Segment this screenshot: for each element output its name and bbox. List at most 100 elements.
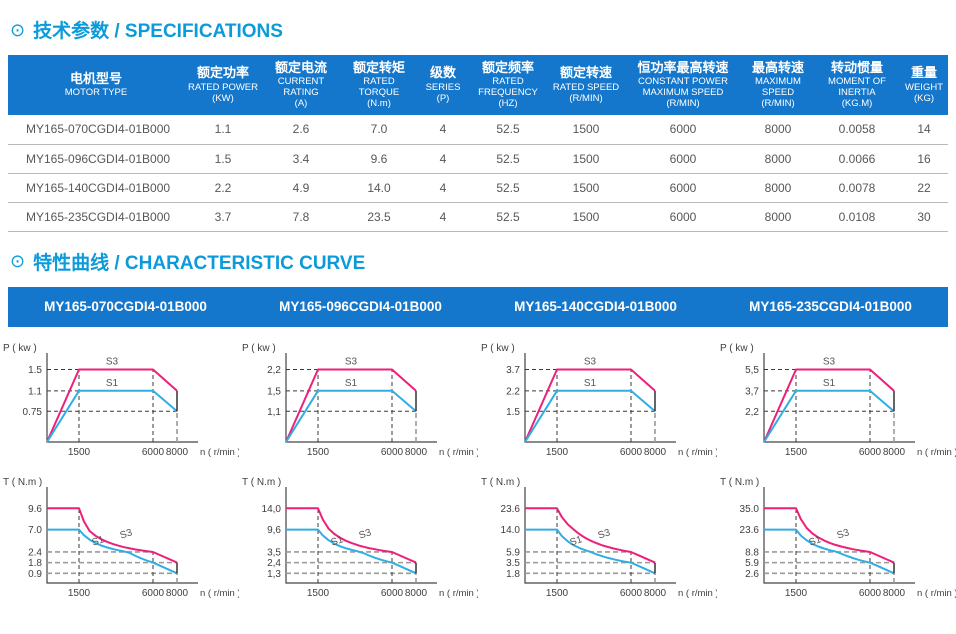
value-cell: 1.5 [184, 144, 262, 174]
svg-text:n ( r/min ): n ( r/min ) [917, 588, 956, 599]
value-cell: 4 [418, 115, 468, 145]
value-cell: 8000 [742, 144, 814, 174]
svg-text:S1: S1 [345, 377, 358, 388]
svg-text:8000: 8000 [883, 447, 906, 458]
motor-type-cell: MY165-070CGDI4-01B000 [8, 115, 184, 145]
motor-type-cell: MY165-140CGDI4-01B000 [8, 173, 184, 203]
value-cell: 4.9 [262, 173, 340, 203]
svg-text:n ( r/min ): n ( r/min ) [917, 447, 956, 458]
specifications-table: 电机型号 MOTOR TYPE 额定功率 RATED POWER (KW) 额定电流 CUR… [8, 55, 948, 232]
value-cell: 30 [900, 202, 948, 232]
svg-text:5.9: 5.9 [745, 558, 759, 569]
value-cell: 16 [900, 144, 948, 174]
svg-text:1500: 1500 [785, 588, 808, 599]
svg-text:3,7: 3,7 [745, 386, 759, 397]
svg-text:n ( r/min ): n ( r/min ) [200, 447, 239, 458]
svg-text:1.5: 1.5 [506, 406, 520, 417]
svg-text:8000: 8000 [644, 447, 667, 458]
svg-text:2,4: 2,4 [267, 558, 281, 569]
svg-text:n ( r/min ): n ( r/min ) [678, 447, 717, 458]
svg-text:1500: 1500 [546, 447, 569, 458]
power-curve-chart-MY165-096CGDI4-01B000: 2,2 1,5 1,1 1500 6000 8000 n ( r/min ) P ( kw )… [239, 339, 478, 461]
power-curve-chart-MY165-070CGDI4-01B000: 1.5 1.1 0.75 1500 6000 8000 n ( r/min ) P ( kw … [0, 339, 239, 461]
specifications-title-text: 技术参数 / SPECIFICATIONS [33, 21, 283, 42]
value-cell: 0.0078 [814, 173, 900, 203]
column-header: 最高转速 MAXIMUM SPEED (R/MIN) [742, 55, 814, 116]
value-cell: 6000 [624, 173, 742, 203]
svg-text:1.8: 1.8 [28, 558, 42, 569]
svg-text:n ( r/min ): n ( r/min ) [439, 588, 478, 599]
torque-curve-chart-MY165-096CGDI4-01B000: 14,0 9,6 3,5 2,4 1,3 1500 6000 8000 n ( r/min ) T… [239, 473, 478, 609]
svg-text:S3: S3 [345, 356, 358, 367]
svg-text:S1: S1 [106, 377, 119, 388]
value-cell: 1500 [548, 115, 624, 145]
svg-text:1500: 1500 [307, 447, 330, 458]
power-curve-chart-MY165-235CGDI4-01B000: 5,5 3,7 2,2 1500 6000 8000 n ( r/min ) P ( kw )… [717, 339, 956, 461]
svg-text:14.0: 14.0 [501, 525, 521, 536]
svg-text:S3: S3 [584, 356, 597, 367]
svg-text:P ( kw ): P ( kw ) [3, 343, 37, 354]
model-bar-item: MY165-140CGDI4-01B000 [514, 299, 677, 315]
svg-text:S3: S3 [358, 527, 373, 541]
svg-text:6000: 6000 [381, 447, 404, 458]
svg-text:3.5: 3.5 [506, 558, 520, 569]
svg-text:S1: S1 [569, 534, 584, 548]
value-cell: 3.7 [184, 202, 262, 232]
svg-text:T ( N.m ): T ( N.m ) [242, 477, 281, 488]
value-cell: 6000 [624, 202, 742, 232]
svg-text:8000: 8000 [405, 588, 428, 599]
svg-text:S3: S3 [836, 527, 851, 541]
svg-text:P ( kw ): P ( kw ) [481, 343, 515, 354]
svg-text:1,5: 1,5 [267, 386, 281, 397]
column-header: 级数 SERIES (P) [418, 55, 468, 116]
specifications-section-title: ⊙ 技术参数 / SPECIFICATIONS [10, 16, 956, 43]
svg-text:S3: S3 [823, 356, 836, 367]
svg-text:0.75: 0.75 [23, 406, 43, 417]
value-cell: 6000 [624, 115, 742, 145]
value-cell: 22 [900, 173, 948, 203]
svg-text:8000: 8000 [166, 447, 189, 458]
svg-text:S1: S1 [330, 534, 345, 548]
column-header: 额定转速 RATED SPEED (R/MIN) [548, 55, 624, 116]
value-cell: 1500 [548, 144, 624, 174]
value-cell: 4 [418, 173, 468, 203]
column-header: 重量 WEIGHT (KG) [900, 55, 948, 116]
table-row: MY165-070CGDI4-01B000 1.1 2.6 7.0 4 52.5 1500 6… [8, 115, 948, 145]
table-row: MY165-140CGDI4-01B000 2.2 4.9 14.0 4 52.5 1500… [8, 173, 948, 203]
value-cell: 14 [900, 115, 948, 145]
svg-text:8.8: 8.8 [745, 547, 759, 558]
svg-text:7.0: 7.0 [28, 525, 42, 536]
svg-text:8000: 8000 [644, 588, 667, 599]
svg-text:35.0: 35.0 [740, 503, 760, 514]
svg-text:9,6: 9,6 [267, 525, 281, 536]
svg-text:1500: 1500 [68, 588, 91, 599]
svg-text:2,2: 2,2 [745, 406, 759, 417]
svg-text:1500: 1500 [785, 447, 808, 458]
column-header: 恒功率最高转速 CONSTANT POWER MAXIMUM SPEED (R/MI… [624, 55, 742, 116]
torque-curve-chart-MY165-140CGDI4-01B000: 23.6 14.0 5.9 3.5 1.8 1500 6000 8000 n ( r/min )… [478, 473, 717, 609]
svg-text:6000: 6000 [859, 588, 882, 599]
svg-text:0.9: 0.9 [28, 568, 42, 579]
svg-text:8000: 8000 [883, 588, 906, 599]
svg-text:1,1: 1,1 [267, 406, 281, 417]
svg-text:6000: 6000 [142, 447, 165, 458]
power-charts-row: 1.5 1.1 0.75 1500 6000 8000 n ( r/min ) P ( kw … [0, 339, 956, 461]
table-row: MY165-096CGDI4-01B000 1.5 3.4 9.6 4 52.5 1500 6… [8, 144, 948, 174]
svg-text:8000: 8000 [405, 447, 428, 458]
value-cell: 52.5 [468, 173, 548, 203]
svg-text:1500: 1500 [546, 588, 569, 599]
model-bar-item: MY165-096CGDI4-01B000 [279, 299, 442, 315]
value-cell: 0.0108 [814, 202, 900, 232]
svg-text:P ( kw ): P ( kw ) [720, 343, 754, 354]
value-cell: 1500 [548, 173, 624, 203]
svg-text:2,2: 2,2 [267, 364, 281, 375]
specifications-table-header: 电机型号 MOTOR TYPE 额定功率 RATED POWER (KW) 额定电流 CUR… [8, 55, 948, 116]
motor-type-cell: MY165-096CGDI4-01B000 [8, 144, 184, 174]
svg-text:P ( kw ): P ( kw ) [242, 343, 276, 354]
power-curve-chart-MY165-140CGDI4-01B000: 3.7 2.2 1.5 1500 6000 8000 n ( r/min ) P ( kw )… [478, 339, 717, 461]
curves-section-title: ⊙ 特性曲线 / CHARACTERISTIC CURVE [10, 248, 956, 275]
svg-text:1.1: 1.1 [28, 386, 42, 397]
svg-text:6000: 6000 [620, 447, 643, 458]
svg-text:5,5: 5,5 [745, 364, 759, 375]
